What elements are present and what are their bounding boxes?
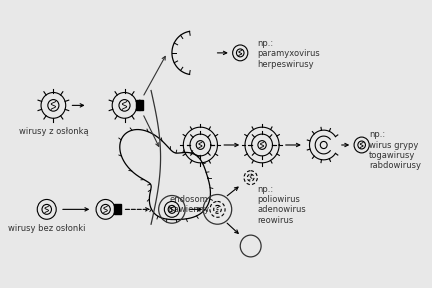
Bar: [136, 101, 143, 110]
Text: np.:
paramyxovirus
herpeswirusy: np.: paramyxovirus herpeswirusy: [257, 39, 320, 69]
Text: wirusy z osłonką: wirusy z osłonką: [19, 127, 88, 136]
Bar: [114, 204, 121, 214]
Text: np.:
poliowirus
adenowirus
reowirus: np.: poliowirus adenowirus reowirus: [257, 185, 306, 225]
Text: endosom
trawienny: endosom trawienny: [168, 194, 210, 214]
Text: np.:
wirus grypy
togawirusy
rabdowirusy: np.: wirus grypy togawirusy rabdowirusy: [369, 130, 421, 170]
Text: wirusy bez osłonki: wirusy bez osłonki: [8, 224, 86, 233]
